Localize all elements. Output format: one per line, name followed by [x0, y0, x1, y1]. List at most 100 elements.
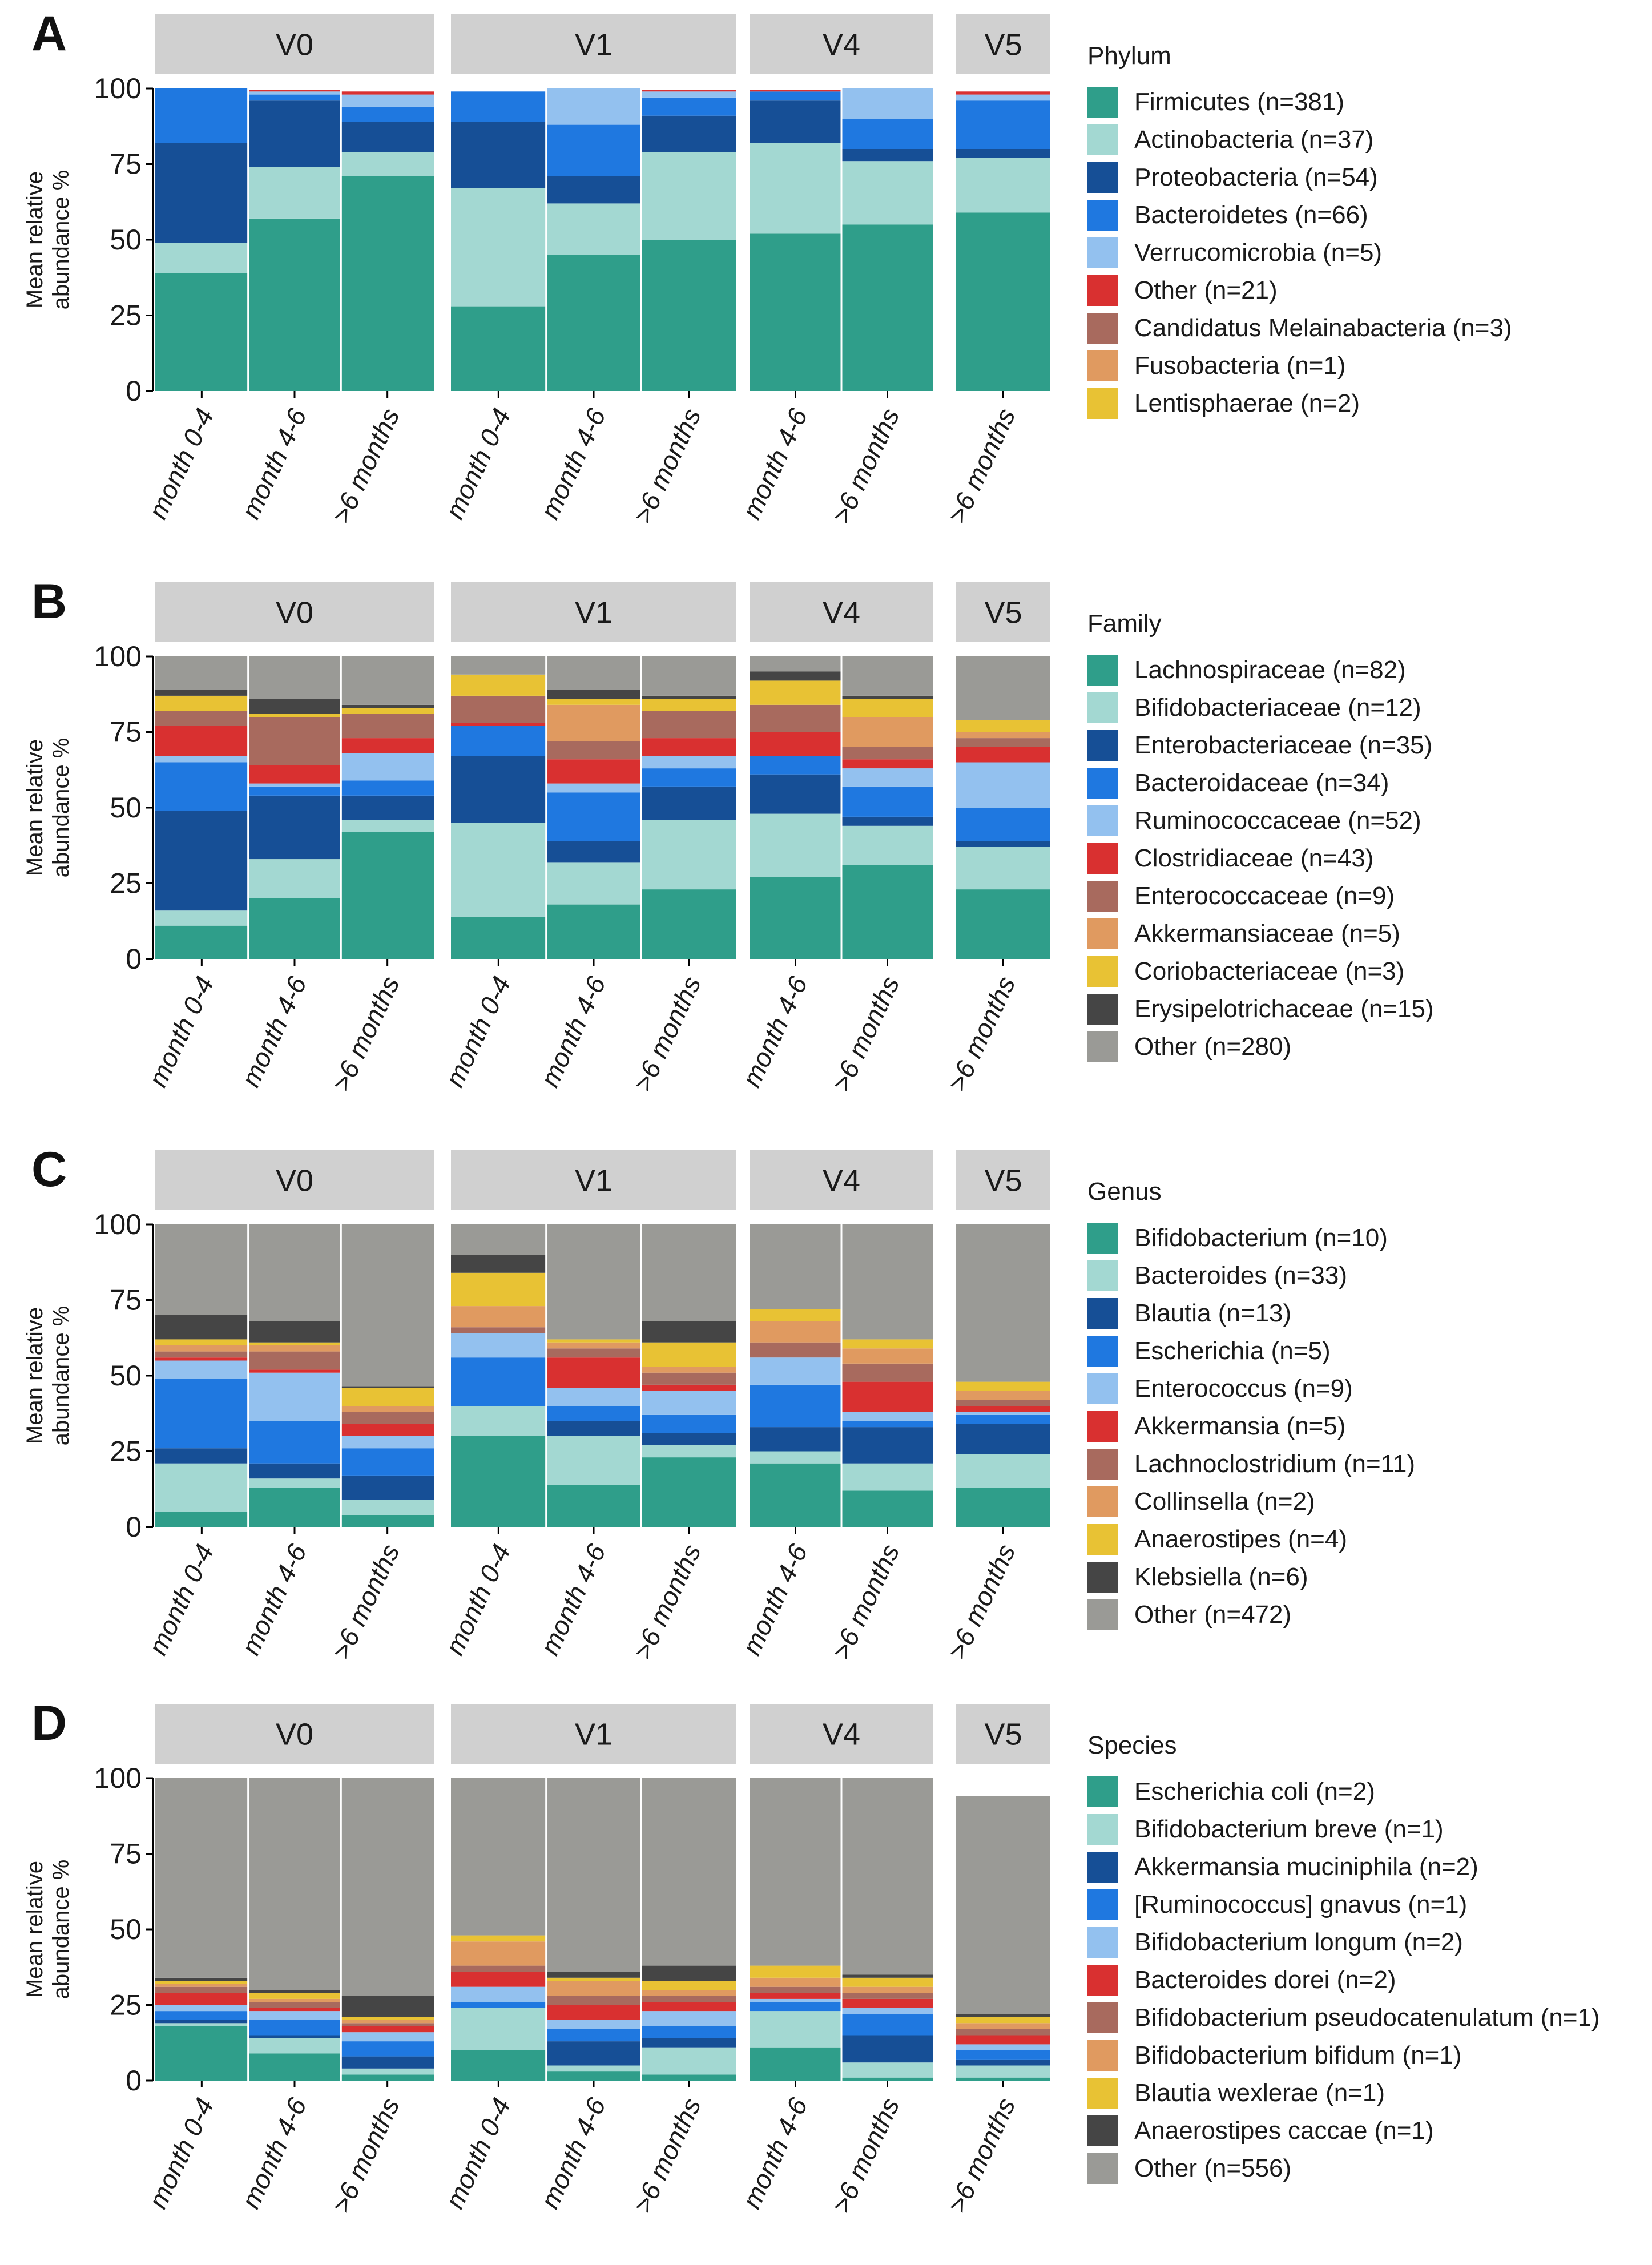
panel-c-x-tick-label: >6 months	[942, 1539, 1021, 1664]
panel-a-bar-v4-6-months-verrucomicrobia-n-5	[841, 88, 933, 119]
panel-b-bar-v4-6-months-lachnospiraceae-n-82	[841, 865, 933, 959]
panel-c-bar-v1-6-months-enterococcus-n-9	[641, 1391, 736, 1415]
panel-c-letter: C	[31, 1142, 67, 1197]
panel-d-bar-v4-6-months-bifidobacterium-longum-n-2	[841, 2008, 933, 2014]
panel-b-bar-v1-month-4-6-other-n-280	[546, 656, 642, 690]
panel-b-y-tick-label: 75	[110, 716, 142, 748]
panel-a-bar-v1-month-4-6-proteobacteria-n-54	[546, 176, 642, 204]
panel-b-legend-label-coriobacteriaceae-n-3: Coriobacteriaceae (n=3)	[1134, 957, 1404, 985]
panel-c-bar-v1-6-months-klebsiella-n-6	[641, 1321, 736, 1343]
panel-a-bar-v4-6-months-actinobacteria-n-37	[841, 161, 933, 225]
panel-a-bar-v4-6-months-proteobacteria-n-54	[841, 149, 933, 162]
panel-c-strip-label-v1: V1	[575, 1164, 613, 1198]
panel-d-y-tick-label: 75	[110, 1838, 142, 1870]
panel-d-strip-label-v4: V4	[823, 1718, 860, 1752]
panel-c-bar-v5-6-months-escherichia-n-5	[956, 1414, 1050, 1424]
panel-b-bar-v0-month-0-4-enterococcaceae-n-9	[155, 711, 248, 726]
panel-c-bar-v1-6-months-other-n-472	[641, 1224, 736, 1321]
panel-d-bar-v0-6-months-bacteroides-dorei-n-2	[341, 2026, 434, 2033]
panel-b-legend-label-akkermansiaceae-n-5: Akkermansiaceae (n=5)	[1134, 920, 1400, 948]
panel-c-bar-v4-month-4-6-lachnoclostridium-n-11	[750, 1342, 841, 1358]
panel-b-legend-swatch-clostridiaceae-n-43	[1087, 843, 1118, 874]
panel-c-y-tick-label: 25	[110, 1436, 142, 1468]
panel-d-legend-label-bifidobacterium-bifidum-n-1: Bifidobacterium bifidum (n=1)	[1134, 2041, 1461, 2069]
panel-d-bar-v1-month-4-6-other-n-556	[546, 1778, 642, 1972]
panel-c-bar-v1-6-months-anaerostipes-n-4	[641, 1342, 736, 1367]
panel-c-bar-v0-month-0-4-other-n-472	[155, 1224, 248, 1315]
panel-c-bar-v0-month-0-4-blautia-n-13	[155, 1448, 248, 1464]
panel-a-bar-v0-month-0-4-actinobacteria-n-37	[155, 243, 248, 273]
panel-b-legend-swatch-lachnospiraceae-n-82	[1087, 655, 1118, 686]
panel-d-bar-v5-6-months-bifidobacterium-bifidum-n-1	[956, 2023, 1050, 2029]
panel-d-bar-v4-6-months-escherichia-coli-n-2	[841, 2077, 933, 2081]
panel-c-bar-v0-month-4-6-akkermansia-n-5	[248, 1369, 341, 1373]
panel-a-legend-label-other-n-21: Other (n=21)	[1134, 276, 1278, 304]
panel-c-y-axis-label: Mean relativeabundance %	[22, 1306, 74, 1446]
panel-c-bar-v1-month-4-6-bacteroides-n-33	[546, 1436, 642, 1485]
panel-a-legend-swatch-fusobacteria-n-1	[1087, 350, 1118, 381]
panel-c-strip-v5	[956, 1150, 1050, 1210]
panel-a-bar-v1-month-0-4-firmicutes-n-381	[451, 306, 546, 391]
panel-c-bar-v4-6-months-akkermansia-n-5	[841, 1381, 933, 1412]
panel-d-x-tick-label: >6 months	[326, 2093, 405, 2218]
panel-b-bar-v0-month-4-6-ruminococcaceae-n-52	[248, 783, 341, 787]
panel-c-bar-v1-month-4-6-escherichia-n-5	[546, 1406, 642, 1421]
panel-c-bar-v4-6-months-anaerostipes-n-4	[841, 1339, 933, 1349]
panel-a-bar-v4-month-4-6-other-n-21	[750, 90, 841, 92]
panel-d-bar-v5-6-months-bifidobacterium-longum-n-2	[956, 2044, 1050, 2050]
panel-d-bar-v1-6-months-bifidobacterium-longum-n-2	[641, 2011, 736, 2026]
panel-b-bar-v1-month-0-4-coriobacteriaceae-n-3	[451, 674, 546, 696]
panel-a-legend-swatch-firmicutes-n-381	[1087, 87, 1118, 118]
panel-c-bar-v4-month-4-6-collinsella-n-2	[750, 1321, 841, 1343]
panel-b-bar-v0-month-4-6-lachnospiraceae-n-82	[248, 898, 341, 959]
panel-a-legend-label-fusobacteria-n-1: Fusobacteria (n=1)	[1134, 352, 1346, 380]
panel-b-y-axis-label: Mean relativeabundance %	[22, 738, 74, 878]
panel-b-bar-v5-6-months-bifidobacteriaceae-n-12	[956, 847, 1050, 890]
panel-b-strip-label-v1: V1	[575, 596, 613, 630]
panel-d-y-tick-label: 0	[126, 2065, 142, 2097]
panel-a-bar-v1-month-4-6-bacteroidetes-n-66	[546, 124, 642, 176]
panel-d-bar-v1-month-4-6-bifidobacterium-breve-n-1	[546, 2065, 642, 2072]
panel-a-legend-swatch-bacteroidetes-n-66	[1087, 200, 1118, 231]
panel-a-bar-v0-month-4-6-verrucomicrobia-n-5	[248, 91, 341, 95]
panel-a-x-tick-label: month 4-6	[534, 404, 611, 523]
panel-c-legend-swatch-enterococcus-n-9	[1087, 1373, 1118, 1404]
panel-d-bar-v0-6-months-bifidobacterium-pseudocatenulatum-n-1	[341, 2023, 434, 2026]
panel-c-bar-v1-month-4-6-other-n-472	[546, 1224, 642, 1340]
panel-c-bar-v4-6-months-escherichia-n-5	[841, 1421, 933, 1428]
panel-c-bar-v5-6-months-bifidobacterium-n-10	[956, 1488, 1050, 1527]
panel-c-legend-label-bacteroides-n-33: Bacteroides (n=33)	[1134, 1262, 1347, 1289]
panel-d-bar-v0-month-4-6-bifidobacterium-bifidum-n-1	[248, 1998, 341, 2002]
panel-d-bar-v1-month-0-4-escherichia-coli-n-2	[451, 2050, 546, 2081]
panel-d-bar-v1-month-4-6-bacteroides-dorei-n-2	[546, 2005, 642, 2020]
panel-c-x-tick-label: month 4-6	[235, 1539, 312, 1659]
panel-d-bar-v4-6-months-akkermansia-muciniphila-n-2	[841, 2035, 933, 2063]
panel-b-y-tick-label: 100	[94, 640, 142, 672]
panel-a-bar-v5-6-months-proteobacteria-n-54	[956, 149, 1050, 158]
panel-c-x-tick-label: month 4-6	[736, 1539, 813, 1659]
panel-c-legend-label-other-n-472: Other (n=472)	[1134, 1601, 1291, 1629]
panel-a-bar-v0-month-4-6-firmicutes-n-381	[248, 218, 341, 391]
panel-b-bar-v4-6-months-enterococcaceae-n-9	[841, 747, 933, 760]
panel-b-bar-v0-month-4-6-other-n-280	[248, 656, 341, 699]
panel-b-x-tick-label: >6 months	[326, 972, 405, 1096]
panel-b-strip-v4	[750, 582, 933, 642]
panel-b-bar-v0-6-months-other-n-280	[341, 656, 434, 705]
panel-a-bar-v0-month-4-6-actinobacteria-n-37	[248, 167, 341, 219]
panel-d-bar-v1-month-0-4-blautia-wexlerae-n-1	[451, 1935, 546, 1942]
panel-b-bar-v1-6-months-bacteroidaceae-n-34	[641, 768, 736, 787]
panel-b-bar-v5-6-months-enterobacteriaceae-n-35	[956, 841, 1050, 847]
panel-c-legend-title: Genus	[1087, 1178, 1162, 1206]
panel-b-bar-v0-month-0-4-erysipelotrichaceae-n-15	[155, 690, 248, 696]
panel-d-bar-v5-6-months-anaerostipes-caccae-n-1	[956, 2014, 1050, 2017]
panel-b-bar-v0-month-4-6-enterobacteriaceae-n-35	[248, 795, 341, 860]
panel-c-bar-v1-month-0-4-lachnoclostridium-n-11	[451, 1327, 546, 1333]
panel-c-bar-v1-6-months-escherichia-n-5	[641, 1414, 736, 1433]
panel-b-bar-v4-month-4-6-erysipelotrichaceae-n-15	[750, 671, 841, 681]
panel-b-bar-v1-month-0-4-bifidobacteriaceae-n-12	[451, 823, 546, 917]
panel-b-bar-v4-6-months-akkermansiaceae-n-5	[841, 717, 933, 747]
panel-b-bar-v1-6-months-lachnospiraceae-n-82	[641, 889, 736, 959]
panel-b-strip-label-v4: V4	[823, 596, 860, 630]
panel-c-bar-v1-6-months-bifidobacterium-n-10	[641, 1457, 736, 1527]
